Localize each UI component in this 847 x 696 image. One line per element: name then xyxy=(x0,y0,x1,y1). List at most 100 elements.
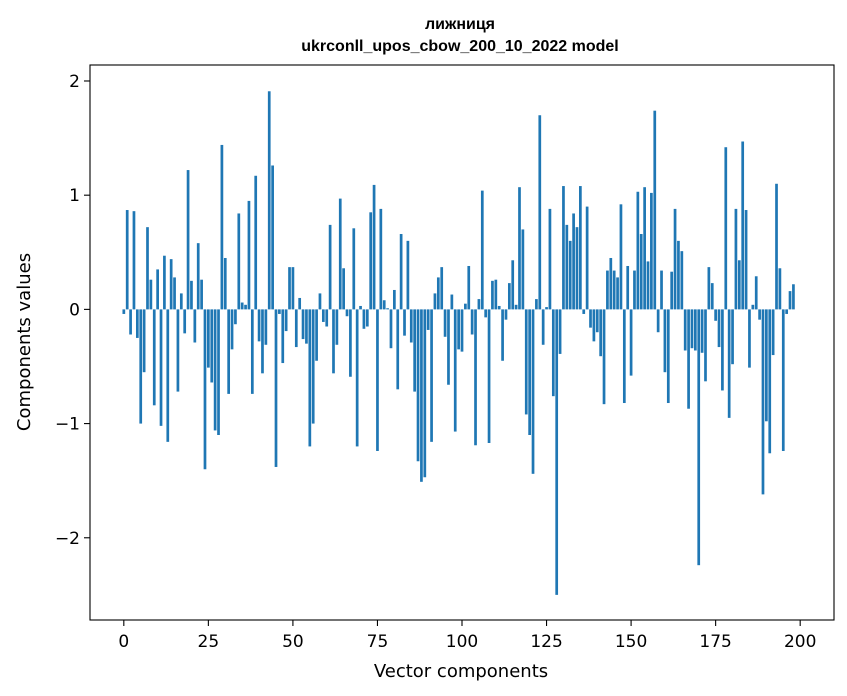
bar-31 xyxy=(227,309,231,394)
bar-139 xyxy=(592,309,596,342)
x-axis-ticks: 0 25 50 75 100 125 150 175 200 xyxy=(118,620,816,652)
y-tick-label: 0 xyxy=(69,300,80,320)
bar-11 xyxy=(159,309,163,426)
bar-56 xyxy=(311,309,315,424)
bar-133 xyxy=(572,213,575,310)
x-tick-label: 100 xyxy=(446,632,478,652)
bar-156 xyxy=(650,192,653,310)
bar-33 xyxy=(234,309,237,325)
bar-142 xyxy=(602,309,606,405)
bar-91 xyxy=(430,309,433,442)
bar-29 xyxy=(220,144,224,310)
bar-171 xyxy=(700,309,704,353)
bar-3 xyxy=(132,211,136,310)
bar-85 xyxy=(409,309,413,343)
bar-144 xyxy=(609,257,613,310)
bar-184 xyxy=(744,210,748,310)
x-tick-label: 125 xyxy=(530,632,562,652)
bar-164 xyxy=(677,240,680,310)
bar-106 xyxy=(480,190,484,310)
bar-57 xyxy=(315,309,318,361)
bar-140 xyxy=(595,309,599,333)
bar-48 xyxy=(284,309,288,332)
chart-title: лижниця xyxy=(425,16,495,33)
bar-0 xyxy=(122,309,126,314)
bar-149 xyxy=(626,265,630,310)
bar-103 xyxy=(470,309,474,335)
bar-36 xyxy=(244,304,247,310)
bar-67 xyxy=(349,309,352,377)
bar-150 xyxy=(629,309,633,376)
bar-167 xyxy=(687,309,690,409)
bar-166 xyxy=(683,309,687,351)
bar-104 xyxy=(474,309,477,446)
bar-116 xyxy=(514,304,518,310)
bar-69 xyxy=(355,309,359,447)
bar-115 xyxy=(511,260,515,310)
bar-174 xyxy=(710,283,714,310)
bar-35 xyxy=(240,302,244,310)
bar-93 xyxy=(436,277,440,310)
bar-152 xyxy=(636,191,640,310)
bar-53 xyxy=(301,309,305,340)
bar-129 xyxy=(558,309,562,354)
bar-80 xyxy=(393,289,396,310)
y-axis-label: Components values xyxy=(14,253,35,431)
bar-4 xyxy=(135,309,139,338)
bar-110 xyxy=(494,279,498,310)
bar-194 xyxy=(778,268,782,310)
bar-45 xyxy=(274,309,278,467)
bar-134 xyxy=(575,227,579,310)
bar-54 xyxy=(305,309,308,344)
bar-39 xyxy=(254,175,258,310)
y-tick-label: −1 xyxy=(55,415,80,435)
bar-154 xyxy=(643,187,646,310)
bar-173 xyxy=(707,267,711,310)
bar-125 xyxy=(545,307,548,310)
bar-117 xyxy=(518,187,521,310)
bar-46 xyxy=(278,309,281,314)
bar-121 xyxy=(531,309,535,474)
bar-165 xyxy=(680,251,684,310)
bar-76 xyxy=(379,208,383,310)
bar-198 xyxy=(792,284,795,310)
bar-78 xyxy=(386,308,389,310)
bar-27 xyxy=(213,309,217,431)
bar-2 xyxy=(129,309,132,335)
bar-109 xyxy=(491,280,494,310)
bar-177 xyxy=(721,309,724,391)
bar-170 xyxy=(697,309,701,566)
bar-112 xyxy=(501,309,504,361)
bar-62 xyxy=(332,309,335,374)
bar-90 xyxy=(426,309,430,330)
bar-28 xyxy=(217,309,220,435)
bar-77 xyxy=(382,300,386,310)
bar-101 xyxy=(464,303,467,310)
bar-71 xyxy=(362,309,366,329)
bar-59 xyxy=(321,309,325,322)
x-tick-label: 175 xyxy=(699,632,731,652)
bar-47 xyxy=(281,309,285,364)
bar-151 xyxy=(633,270,636,310)
bar-6 xyxy=(142,309,146,373)
bar-7 xyxy=(146,227,149,310)
bar-20 xyxy=(190,280,193,310)
bar-191 xyxy=(768,309,772,454)
bar-126 xyxy=(548,208,552,310)
bar-24 xyxy=(203,309,207,470)
bar-79 xyxy=(389,309,393,349)
bar-58 xyxy=(318,293,322,310)
bar-138 xyxy=(589,309,592,328)
bar-190 xyxy=(765,309,768,422)
bar-60 xyxy=(325,309,329,327)
x-tick-label: 200 xyxy=(784,632,816,652)
bar-72 xyxy=(365,309,369,327)
bar-44 xyxy=(271,165,274,310)
bar-163 xyxy=(673,208,677,310)
bar-21 xyxy=(193,309,197,343)
bar-153 xyxy=(639,234,643,310)
bar-192 xyxy=(771,309,775,356)
bar-9 xyxy=(152,309,156,406)
bar-120 xyxy=(528,309,531,435)
bar-68 xyxy=(352,228,356,310)
